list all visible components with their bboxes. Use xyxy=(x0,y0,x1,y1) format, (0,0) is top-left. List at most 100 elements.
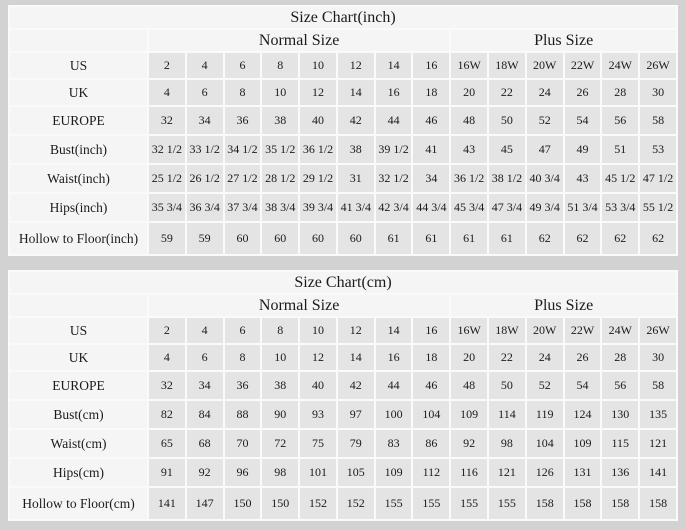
size-value-cell: 22 xyxy=(489,345,525,370)
plus-size-header: Plus Size xyxy=(451,295,676,316)
table-row: Hollow to Floor(cm) 141 147 150 150 152 152 155… xyxy=(10,488,676,519)
corner-cell xyxy=(10,295,147,316)
size-value-cell: 22W xyxy=(564,318,601,343)
size-value-cell: 14 xyxy=(375,318,412,343)
size-value-cell: 22W xyxy=(564,53,601,78)
size-value-cell: 20 xyxy=(451,345,488,370)
size-value-cell: 60 xyxy=(262,223,299,254)
size-value-cell: 6 xyxy=(224,53,261,78)
size-value-cell: 20 xyxy=(451,80,488,105)
size-value-cell: 38 xyxy=(262,372,299,399)
size-value-cell: 32 1/2 xyxy=(375,165,412,192)
size-value-cell: 12 xyxy=(300,345,336,370)
size-value-cell: 60 xyxy=(337,223,374,254)
size-value-cell: 46 xyxy=(413,107,450,134)
size-value-cell: 38 3/4 xyxy=(262,194,299,221)
size-value-cell: 45 xyxy=(489,136,525,163)
size-value-cell: 47 3/4 xyxy=(489,194,525,221)
normal-size-header: Normal Size xyxy=(149,30,450,51)
size-value-cell: 34 xyxy=(186,107,223,134)
size-value-cell: 28 1/2 xyxy=(262,165,299,192)
size-value-cell: 56 xyxy=(602,372,639,399)
size-value-cell: 29 1/2 xyxy=(300,165,336,192)
size-value-cell: 12 xyxy=(337,318,374,343)
table-title-row: Size Chart(cm) xyxy=(10,272,676,293)
row-label: UK xyxy=(10,80,147,105)
size-value-cell: 84 xyxy=(186,401,223,428)
size-value-cell: 152 xyxy=(300,488,336,519)
table-row: Bust(inch) 32 1/2 33 1/2 34 1/2 35 1/2 36 1/2… xyxy=(10,136,676,163)
size-value-cell: 49 xyxy=(564,136,601,163)
size-value-cell: 92 xyxy=(186,459,223,486)
table-row: Bust(cm) 82 84 88 90 93 97 100 104 109 114 119 124 13… xyxy=(10,401,676,428)
size-value-cell: 59 xyxy=(149,223,185,254)
normal-size-header: Normal Size xyxy=(149,295,450,316)
size-value-cell: 53 xyxy=(640,136,676,163)
size-value-cell: 45 1/2 xyxy=(602,165,639,192)
table-row: Hips(cm) 91 92 96 98 101 105 109 112 116 121 126 131… xyxy=(10,459,676,486)
size-group-header-row: Normal Size Plus Size xyxy=(10,30,676,51)
size-value-cell: 24W xyxy=(602,318,639,343)
row-label: EUROPE xyxy=(10,107,147,134)
size-value-cell: 49 3/4 xyxy=(526,194,563,221)
size-value-cell: 34 xyxy=(186,372,223,399)
size-value-cell: 18W xyxy=(489,53,525,78)
size-value-cell: 36 1/2 xyxy=(451,165,488,192)
size-value-cell: 22 xyxy=(489,80,525,105)
size-value-cell: 58 xyxy=(640,372,676,399)
size-value-cell: 32 1/2 xyxy=(149,136,185,163)
size-value-cell: 61 xyxy=(413,223,450,254)
size-value-cell: 62 xyxy=(602,223,639,254)
size-value-cell: 18 xyxy=(413,80,450,105)
size-value-cell: 42 3/4 xyxy=(375,194,412,221)
size-value-cell: 42 xyxy=(337,372,374,399)
row-label: EUROPE xyxy=(10,372,147,399)
size-value-cell: 10 xyxy=(300,318,336,343)
size-value-cell: 41 xyxy=(413,136,450,163)
size-value-cell: 155 xyxy=(451,488,488,519)
size-value-cell: 42 xyxy=(337,107,374,134)
size-value-cell: 4 xyxy=(149,80,185,105)
size-value-cell: 10 xyxy=(262,80,299,105)
size-value-cell: 72 xyxy=(262,430,299,457)
size-value-cell: 30 xyxy=(640,80,676,105)
size-value-cell: 48 xyxy=(451,107,488,134)
size-value-cell: 126 xyxy=(526,459,563,486)
size-value-cell: 46 xyxy=(413,372,450,399)
size-chart-inch-table: Size Chart(inch) Normal Size Plus Size U… xyxy=(8,5,678,256)
size-value-cell: 6 xyxy=(186,80,223,105)
size-value-cell: 75 xyxy=(300,430,336,457)
row-label: Hollow to Floor(inch) xyxy=(10,223,147,254)
size-value-cell: 38 xyxy=(337,136,374,163)
size-value-cell: 26W xyxy=(640,318,676,343)
size-value-cell: 8 xyxy=(262,53,299,78)
size-value-cell: 135 xyxy=(640,401,676,428)
size-value-cell: 40 xyxy=(300,372,336,399)
size-value-cell: 36 xyxy=(224,372,261,399)
plus-size-header: Plus Size xyxy=(451,30,676,51)
table-row: UK 4 6 8 10 12 14 16 18 20 22 24 26 28 30 xyxy=(10,345,676,370)
size-value-cell: 98 xyxy=(262,459,299,486)
size-value-cell: 50 xyxy=(489,372,525,399)
size-value-cell: 41 3/4 xyxy=(337,194,374,221)
size-value-cell: 14 xyxy=(375,53,412,78)
size-value-cell: 51 xyxy=(602,136,639,163)
size-value-cell: 58 xyxy=(640,107,676,134)
size-value-cell: 28 xyxy=(602,345,639,370)
size-value-cell: 35 1/2 xyxy=(262,136,299,163)
corner-cell xyxy=(10,30,147,51)
size-value-cell: 8 xyxy=(224,80,261,105)
size-value-cell: 100 xyxy=(375,401,412,428)
size-value-cell: 136 xyxy=(602,459,639,486)
size-value-cell: 55 1/2 xyxy=(640,194,676,221)
size-value-cell: 8 xyxy=(262,318,299,343)
size-value-cell: 104 xyxy=(413,401,450,428)
size-value-cell: 28 xyxy=(602,80,639,105)
size-value-cell: 47 xyxy=(526,136,563,163)
size-value-cell: 68 xyxy=(186,430,223,457)
table-row: US 2 4 6 8 10 12 14 16 16W 18W 20W 22W 24W 26W xyxy=(10,318,676,343)
size-value-cell: 109 xyxy=(451,401,488,428)
table-title-row: Size Chart(inch) xyxy=(10,7,676,28)
size-value-cell: 43 xyxy=(451,136,488,163)
row-label: Waist(inch) xyxy=(10,165,147,192)
